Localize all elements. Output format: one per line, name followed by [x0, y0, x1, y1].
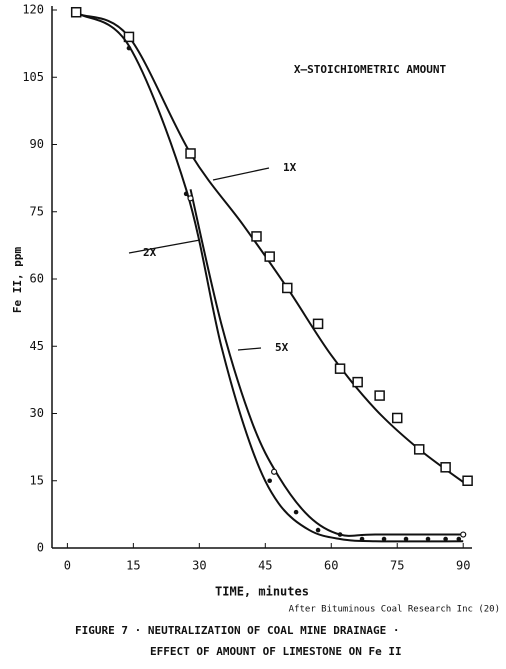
- leader-line: [212, 167, 270, 181]
- square-marker: [374, 390, 385, 401]
- square-marker: [440, 462, 451, 473]
- source: After Bituminous Coal Research Inc (20): [289, 605, 500, 615]
- series-label: 1X: [283, 161, 297, 174]
- dot-marker: [315, 527, 321, 533]
- square-marker: [251, 231, 262, 242]
- dot-marker: [267, 478, 272, 484]
- square-marker: [334, 363, 346, 374]
- square-marker: [282, 282, 293, 294]
- x-tick-label: 90: [456, 559, 470, 573]
- dot-marker: [183, 191, 189, 197]
- y-tick-label: 60: [30, 272, 44, 286]
- square-marker: [123, 31, 135, 43]
- fit-curve: [80, 13, 464, 543]
- dot-marker: [456, 536, 462, 542]
- y-tick-label: 90: [30, 137, 44, 151]
- chart-title: FIGURE 7 · NEUTRALIZATION OF COAL MINE D…: [75, 624, 400, 637]
- square-marker: [185, 148, 196, 159]
- annotation: X–STOICHIOMETRIC AMOUNT: [294, 63, 447, 76]
- dot-marker: [126, 45, 132, 51]
- y-tick-label: 120: [22, 3, 44, 17]
- leader-line: [128, 239, 201, 254]
- series-label: 5X: [275, 341, 289, 354]
- circle-marker: [270, 468, 278, 475]
- dot-marker: [293, 509, 299, 515]
- y-axis-label: Fe II, ppm: [11, 247, 24, 314]
- circle-marker: [187, 195, 194, 202]
- square-marker: [391, 412, 403, 424]
- x-tick-label: 45: [258, 559, 272, 573]
- square-marker: [70, 6, 82, 18]
- dot-marker: [403, 536, 409, 542]
- square-marker: [352, 376, 363, 388]
- y-tick-label: 105: [22, 70, 44, 84]
- chart-subtitle: EFFECT OF AMOUNT OF LIMESTONE ON Fe II: [150, 645, 402, 658]
- y-tick-label: 30: [30, 406, 44, 420]
- x-tick-label: 15: [126, 559, 140, 573]
- dot-marker: [381, 536, 387, 542]
- fit-curve: [80, 13, 469, 487]
- y-tick-label: 15: [30, 473, 44, 487]
- dot-marker: [359, 536, 365, 542]
- square-marker: [312, 318, 324, 330]
- square-marker: [462, 475, 473, 486]
- square-marker: [413, 444, 425, 455]
- x-tick-label: 0: [64, 559, 71, 573]
- dot-marker: [443, 536, 448, 542]
- x-tick-label: 75: [390, 559, 404, 573]
- dot-marker: [425, 536, 431, 542]
- circle-marker: [460, 531, 467, 538]
- x-tick-label: 60: [324, 559, 338, 573]
- x-tick-label: 30: [192, 559, 206, 573]
- y-tick-label: 45: [30, 339, 44, 353]
- fit-curve: [189, 189, 464, 537]
- leader-line: [237, 347, 262, 351]
- x-axis-label: TIME, minutes: [215, 585, 309, 599]
- square-marker: [264, 251, 275, 262]
- series-label: 2X: [143, 246, 157, 259]
- y-tick-label: 0: [37, 541, 44, 555]
- y-tick-label: 75: [30, 204, 44, 218]
